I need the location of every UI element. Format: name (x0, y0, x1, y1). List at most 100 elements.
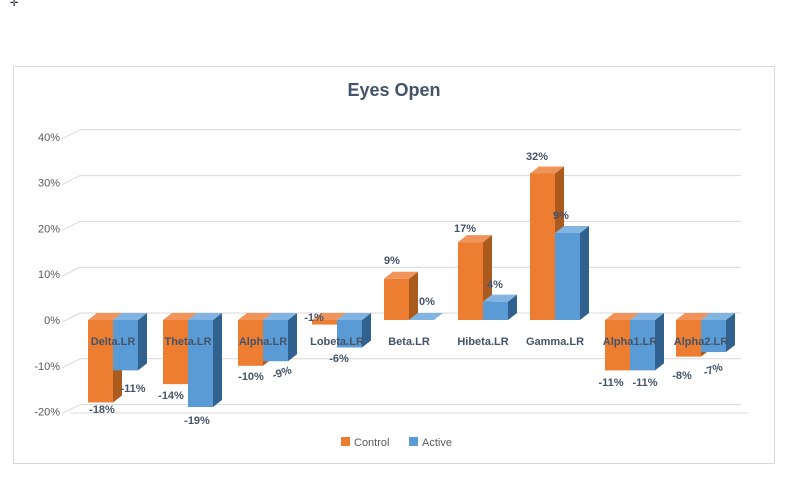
bar-side-face (726, 313, 735, 353)
data-label-active-theta.lr: -19% (184, 415, 210, 427)
bar-front-face (630, 320, 655, 371)
bar-front-face (530, 173, 555, 320)
bar-front-face (337, 320, 362, 348)
data-label-active-hibeta.lr: 4% (487, 279, 503, 291)
bar-top-face (701, 313, 735, 320)
bar-top-face (263, 313, 297, 320)
bars (88, 166, 735, 408)
bar-top-face (88, 313, 122, 320)
y-tick-label: 0% (44, 315, 60, 327)
bar-active-lobeta.lr (337, 313, 371, 348)
data-label-control-gamma.lr: 32% (526, 151, 548, 163)
data-label-active-lobeta.lr: -6% (329, 353, 349, 365)
bar-active-beta.lr (409, 313, 443, 320)
bar-top-face (409, 313, 443, 320)
corner-mark: ✛ (10, 0, 19, 9)
data-label-control-lobeta.lr: -1% (304, 312, 324, 324)
category-label-hibeta.lr: Hibeta.LR (457, 336, 508, 348)
bar-top-face (676, 313, 710, 320)
category-label-alpha1.lr: Alpha1.LR (603, 336, 657, 348)
legend-label-control: Control (354, 437, 389, 449)
gridline-connector (61, 129, 81, 140)
bar-top-face (458, 235, 492, 243)
data-label-active-gamma.lr: 9% (553, 210, 569, 222)
gridline-connector (61, 358, 81, 369)
bar-side-face (409, 271, 418, 320)
data-label-active-delta.lr: -11% (120, 383, 145, 395)
gridline-connector (61, 175, 81, 186)
bar-top-face (605, 313, 639, 320)
bar-top-face (337, 313, 371, 320)
bar-side-face (508, 294, 517, 320)
bar-front-face (483, 301, 508, 320)
bar-front-face (384, 278, 409, 320)
gridlines: 40% 30% 20% 10% 0% -10% -20% (34, 129, 748, 419)
data-label-control-alpha.lr: -10% (238, 371, 264, 383)
bar-front-face (113, 320, 138, 371)
data-label-control-alpha2.lr: -8% (672, 370, 692, 382)
category-label-alpha.lr: Alpha.LR (239, 336, 287, 348)
category-label-theta.lr: Theta.LR (164, 336, 211, 348)
category-labels: Delta.LR Theta.LR Alpha.LR Lobeta.LR Beta.LR… (91, 336, 729, 348)
data-label-control-beta.lr: 9% (384, 255, 400, 267)
bar-top-face (163, 313, 197, 320)
bar-top-face (113, 313, 147, 320)
bar-control-beta.lr (384, 271, 418, 320)
bar-active-alpha1.lr (630, 313, 664, 371)
bar-top-face (630, 313, 664, 320)
data-label-control-alpha1.lr: -11% (598, 377, 623, 389)
data-label-active-alpha1.lr: -11% (632, 377, 657, 389)
category-label-lobeta.lr: Lobeta.LR (310, 336, 364, 348)
bar-front-face (701, 320, 726, 353)
gridline-connector (61, 404, 81, 415)
category-label-delta.lr: Delta.LR (91, 336, 136, 348)
y-tick-label: 10% (38, 269, 60, 281)
data-label-active-alpha2.lr: -7% (702, 361, 725, 379)
bar-top-face (312, 313, 346, 320)
data-labels: -18% -14% -10% -1% 9% 17% 32% -11% -8% -11% -19% -9… (89, 151, 724, 427)
bar-active-alpha.lr (263, 313, 297, 362)
gridline-connector (61, 266, 81, 277)
chart-panel (13, 66, 775, 464)
bar-front-face (188, 320, 213, 408)
bar-active-alpha2.lr (701, 313, 735, 353)
bar-active-delta.lr (113, 313, 147, 371)
legend: Control Active (341, 437, 452, 449)
bar-top-face (238, 313, 272, 320)
bar-front-face (605, 320, 630, 371)
bar-active-hibeta.lr (483, 294, 517, 320)
bar-top-face (188, 313, 222, 320)
y-tick-label: -20% (34, 407, 60, 419)
bar-front-face (88, 320, 113, 403)
bar-top-face (530, 166, 564, 174)
category-label-alpha2.lr: Alpha2.LR (674, 336, 728, 348)
bar-side-face (213, 313, 222, 408)
bar-active-theta.lr (188, 313, 222, 408)
bar-front-face (263, 320, 288, 362)
legend-swatch-active (409, 437, 418, 446)
y-tick-label: 40% (38, 132, 60, 144)
bar-side-face (580, 225, 589, 320)
bar-front-face (458, 242, 483, 320)
bar-front-face (676, 320, 701, 357)
bar-front-face (238, 320, 263, 366)
bar-top-face (555, 225, 589, 233)
bar-active-gamma.lr (555, 225, 589, 320)
bar-top-face (384, 271, 418, 279)
gridline-connector (61, 312, 81, 323)
y-tick-label: -10% (34, 361, 60, 373)
data-label-control-hibeta.lr: 17% (454, 223, 476, 235)
chart-title: Eyes Open (347, 80, 440, 100)
bar-front-face (312, 320, 337, 325)
category-label-beta.lr: Beta.LR (388, 336, 430, 348)
bar-side-face (655, 313, 664, 371)
data-label-control-theta.lr: -14% (158, 390, 184, 402)
data-label-active-beta.lr: 0% (419, 296, 435, 308)
legend-swatch-control (341, 437, 350, 446)
bar-front-face (163, 320, 188, 385)
data-label-control-delta.lr: -18% (89, 404, 115, 416)
y-tick-label: 30% (38, 178, 60, 190)
bar-front-face (555, 232, 580, 320)
category-label-gamma.lr: Gamma.LR (526, 336, 584, 348)
